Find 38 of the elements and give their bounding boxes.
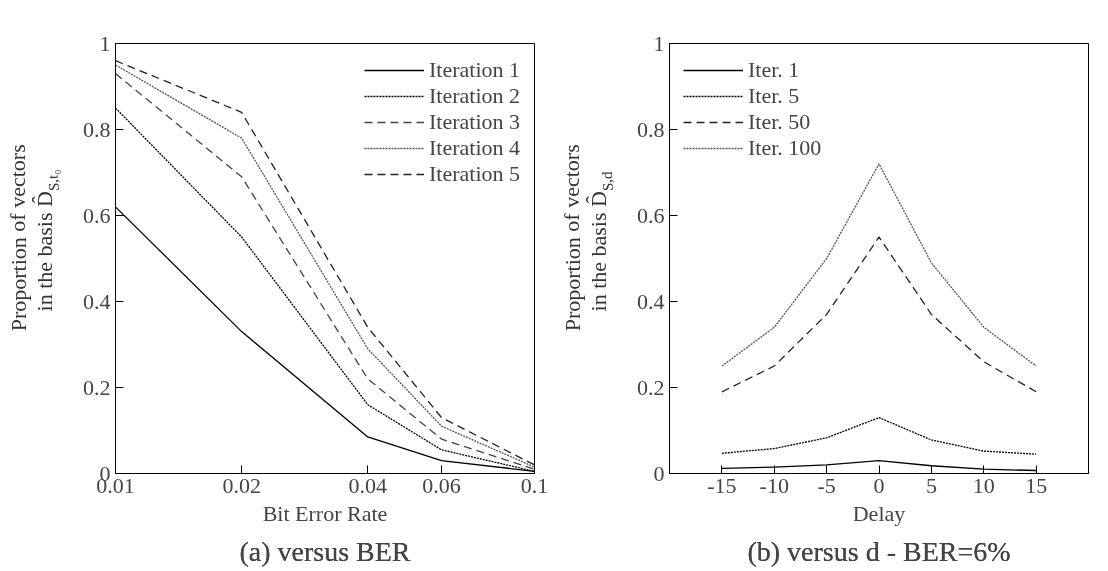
y-tick-label: 0.8 (83, 116, 111, 142)
legend-label: Iter. 100 (748, 135, 822, 161)
x-axis-title: Bit Error Rate (262, 500, 388, 526)
x-tick-label: -15 (707, 472, 737, 498)
y-tick-label: 0.8 (637, 116, 665, 142)
y-tick-label: 0.6 (637, 202, 665, 228)
line-series (721, 459, 1037, 472)
legend-label: Iter. 5 (748, 83, 800, 109)
x-tick-label: -10 (759, 472, 789, 498)
legend-label: Iter. 50 (748, 109, 811, 135)
x-tick-label: 15 (1025, 472, 1048, 498)
legend-label: Iteration 1 (428, 57, 520, 83)
legend-label: Iteration 5 (428, 161, 520, 187)
x-tick-label: 10 (972, 472, 995, 498)
y-tick-label: 0.2 (83, 374, 111, 400)
legend-label: Iteration 4 (428, 135, 520, 161)
y-tick-label: 0.4 (83, 288, 111, 314)
x-tick-label: 0.06 (422, 472, 461, 498)
line-series (721, 416, 1037, 455)
text: (b) versus d - BER=6% (747, 535, 1011, 567)
x-tick-label: 5 (925, 472, 937, 498)
line-series (721, 236, 1037, 393)
y-tick-label: 1 (99, 30, 111, 56)
x-axis-title: Delay (852, 500, 906, 526)
x-tick-label: 0.04 (348, 472, 388, 498)
legend-label: Iter. 1 (748, 57, 800, 83)
line-series (721, 163, 1037, 367)
x-tick-label: 0.1 (520, 472, 549, 498)
legend-label: Iteration 3 (428, 109, 520, 135)
x-tick-label: 0 (873, 472, 885, 498)
y-tick-label: 0.4 (637, 288, 665, 314)
x-tick-label: 0.02 (222, 472, 261, 498)
y-tick-label: 1 (653, 30, 665, 56)
text: (a) versus BER (239, 535, 411, 567)
legend-label: Iteration 2 (428, 83, 520, 109)
y-tick-label: 0.2 (637, 374, 665, 400)
y-tick-label: 0.6 (83, 202, 111, 228)
x-tick-label: -5 (817, 472, 836, 498)
